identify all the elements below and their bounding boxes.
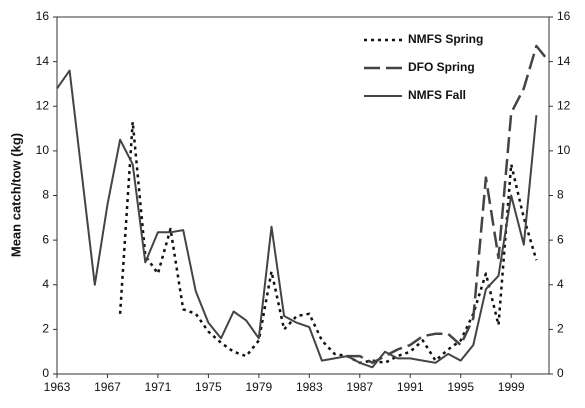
x-tick-label: 1999 — [498, 380, 525, 394]
y2-tick-label: 12 — [557, 98, 571, 112]
x-tick-label: 1975 — [195, 380, 222, 394]
x-tick-label: 1963 — [44, 380, 71, 394]
y2-tick-label: 16 — [557, 9, 571, 23]
series-line — [56, 69, 538, 369]
x-tick-label: 1995 — [447, 380, 474, 394]
series-line — [118, 120, 538, 365]
y2-tick-label: 0 — [557, 366, 564, 380]
y-axis-label: Mean catch/tow (kg) — [8, 133, 23, 257]
y-tick-label: 4 — [42, 277, 49, 291]
y2-tick-label: 6 — [557, 232, 564, 246]
y-tick-label: 14 — [36, 54, 50, 68]
x-tick-label: 1991 — [397, 380, 424, 394]
y2-tick-label: 2 — [557, 322, 564, 336]
legend-label: NMFS Fall — [408, 88, 466, 102]
x-tick-label: 1987 — [346, 380, 373, 394]
plot-frame — [56, 16, 550, 375]
y-tick-label: 2 — [42, 322, 49, 336]
legend-label: NMFS Spring — [408, 32, 483, 46]
x-tick-label: 1967 — [94, 380, 121, 394]
legend-label: DFO Spring — [408, 60, 475, 74]
y-tick-label: 12 — [36, 98, 50, 112]
y-tick-label: 0 — [42, 366, 49, 380]
y2-tick-label: 4 — [557, 277, 564, 291]
x-tick-label: 1971 — [145, 380, 172, 394]
y-tick-label: 16 — [36, 9, 50, 23]
y-tick-label: 10 — [36, 143, 50, 157]
x-tick-label: 1979 — [245, 380, 272, 394]
y2-tick-label: 14 — [557, 54, 571, 68]
y2-tick-label: 10 — [557, 143, 571, 157]
y-tick-label: 6 — [42, 232, 49, 246]
x-tick-label: 1983 — [296, 380, 323, 394]
y2-tick-label: 8 — [557, 188, 564, 202]
y-tick-label: 8 — [42, 188, 49, 202]
